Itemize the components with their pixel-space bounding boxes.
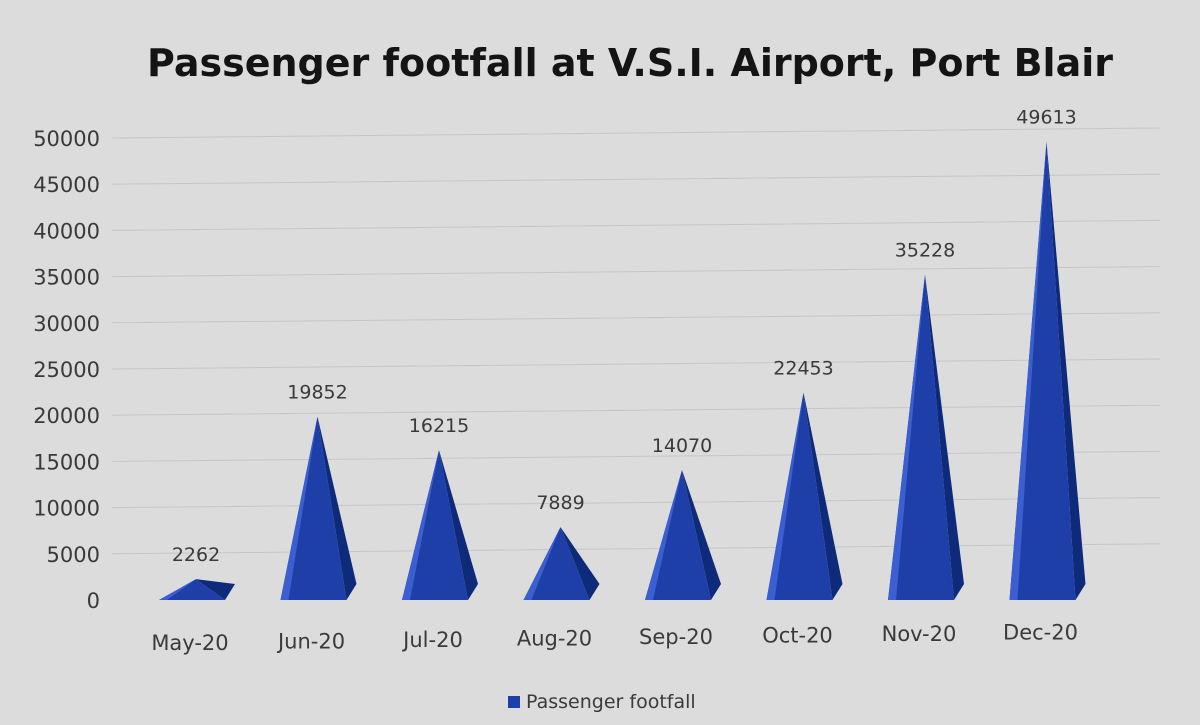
y-tick-label: 30000 — [33, 312, 100, 336]
gridline — [111, 358, 1161, 370]
gridline — [111, 404, 1161, 416]
y-tick-label: 0 — [87, 589, 100, 613]
pyramid-side-face — [196, 579, 235, 600]
pyramid-bar — [523, 527, 600, 600]
pyramid-highlight — [645, 469, 682, 600]
x-tick-label: Jul-20 — [401, 628, 463, 652]
plot-marks — [159, 141, 1086, 601]
data-label: 14070 — [652, 435, 712, 457]
pyramid-front-face — [766, 392, 833, 600]
pyramid-front-face — [888, 274, 954, 600]
x-tick-label: May-20 — [151, 631, 228, 655]
x-tick-label: Sep-20 — [639, 625, 713, 649]
chart-title: Passenger footfall at V.S.I. Airport, Po… — [147, 41, 1113, 85]
pyramid-bar — [645, 469, 721, 600]
gridlines — [111, 127, 1161, 555]
pyramid-highlight — [280, 416, 318, 600]
pyramid-bar — [766, 392, 843, 600]
pyramid-bar — [280, 416, 357, 600]
gridline — [111, 127, 1161, 139]
pyramid-bar — [402, 450, 478, 600]
pyramid-highlight — [159, 579, 196, 600]
pyramid-highlight — [766, 392, 804, 600]
pyramid-highlight — [402, 450, 439, 600]
pyramid-front-face — [159, 579, 225, 600]
x-tick-label: Jun-20 — [276, 630, 345, 654]
x-axis: May-20 Jun-20 Jul-20 Aug-20 Sep-20 Oct-20 Nov-… — [151, 621, 1078, 656]
pyramid-front-face — [645, 469, 711, 600]
data-label: 2262 — [172, 544, 220, 566]
gridline — [111, 312, 1161, 324]
legend-label: Passenger footfall — [526, 691, 696, 713]
gridline — [111, 173, 1161, 185]
y-axis: 0 5000 10000 15000 20000 25000 30000 35000 40000… — [33, 127, 100, 613]
y-tick-label: 35000 — [33, 266, 100, 290]
pyramid-side-face — [803, 392, 843, 600]
pyramid-side-face — [1046, 141, 1086, 601]
y-tick-label: 50000 — [33, 127, 100, 151]
data-label: 22453 — [773, 358, 833, 380]
pyramid-bar — [1009, 141, 1086, 601]
x-tick-label: Nov-20 — [882, 622, 957, 646]
y-tick-label: 15000 — [33, 450, 100, 474]
y-tick-label: 45000 — [33, 173, 100, 197]
pyramid-highlight — [523, 527, 561, 600]
y-tick-label: 10000 — [33, 497, 100, 521]
gridline — [111, 497, 1161, 509]
pyramid-highlight — [888, 274, 925, 600]
gridline — [111, 219, 1161, 231]
gridline — [111, 266, 1161, 278]
x-tick-label: Dec-20 — [1003, 621, 1078, 645]
legend: Passenger footfall — [508, 691, 696, 713]
pyramid-front-face — [402, 450, 468, 600]
pyramid-bar — [888, 274, 964, 600]
data-label: 19852 — [287, 382, 347, 404]
pyramid-front-face — [280, 416, 347, 600]
x-tick-label: Oct-20 — [762, 624, 833, 648]
y-tick-label: 20000 — [33, 404, 100, 428]
pyramid-highlight — [1009, 141, 1047, 601]
data-label: 49613 — [1016, 107, 1076, 129]
data-label: 16215 — [409, 415, 469, 437]
pyramid-side-face — [317, 416, 357, 600]
data-label: 35228 — [895, 239, 955, 261]
legend-swatch — [508, 696, 520, 708]
pyramid-side-face — [560, 527, 600, 600]
y-tick-label: 25000 — [33, 358, 100, 382]
pyramid-front-face — [523, 527, 590, 600]
y-tick-label: 5000 — [47, 543, 100, 567]
pyramid-side-face — [925, 274, 964, 600]
pyramid-side-face — [439, 450, 478, 600]
pyramid-bar — [159, 579, 235, 600]
gridline — [111, 450, 1161, 462]
x-tick-label: Aug-20 — [517, 627, 592, 651]
data-label: 7889 — [536, 492, 584, 514]
gridline — [111, 543, 1161, 555]
pyramid-side-face — [682, 469, 721, 600]
data-labels: 2262 19852 16215 7889 14070 22453 35228 49613 — [172, 107, 1077, 567]
pyramid-front-face — [1009, 141, 1076, 601]
y-tick-label: 40000 — [33, 219, 100, 243]
